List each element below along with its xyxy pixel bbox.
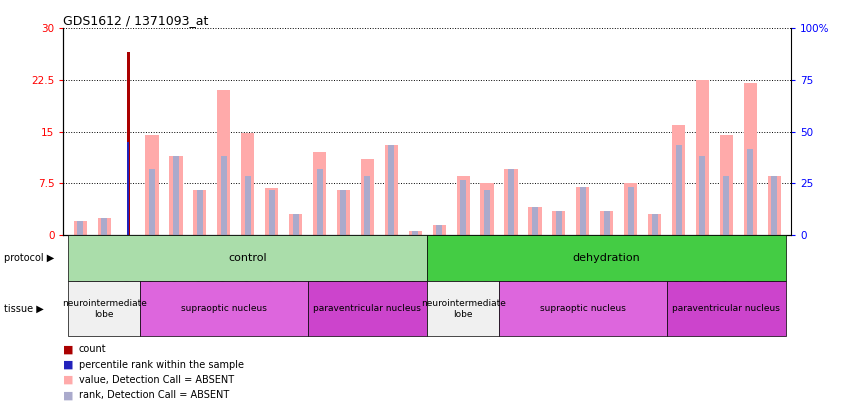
Bar bbox=[747, 149, 753, 235]
Bar bbox=[529, 207, 541, 235]
Bar bbox=[77, 221, 83, 235]
Text: value, Detection Call = ABSENT: value, Detection Call = ABSENT bbox=[79, 375, 233, 385]
Text: control: control bbox=[228, 253, 267, 263]
Bar bbox=[628, 187, 634, 235]
Text: neurointermediate
lobe: neurointermediate lobe bbox=[420, 299, 506, 318]
Bar bbox=[432, 224, 446, 235]
Bar bbox=[552, 211, 565, 235]
Bar bbox=[293, 214, 299, 235]
Bar bbox=[532, 207, 538, 235]
Text: paraventricular nucleus: paraventricular nucleus bbox=[673, 304, 780, 313]
Bar bbox=[460, 180, 466, 235]
Bar bbox=[169, 156, 183, 235]
Text: rank, Detection Call = ABSENT: rank, Detection Call = ABSENT bbox=[79, 390, 229, 401]
Text: GDS1612 / 1371093_at: GDS1612 / 1371093_at bbox=[63, 14, 209, 27]
Bar bbox=[244, 177, 250, 235]
Bar bbox=[651, 214, 657, 235]
Bar bbox=[360, 159, 374, 235]
Bar bbox=[720, 135, 733, 235]
Bar bbox=[672, 125, 685, 235]
Bar bbox=[265, 188, 278, 235]
Bar bbox=[365, 177, 371, 235]
Bar bbox=[504, 169, 518, 235]
Bar bbox=[484, 190, 490, 235]
Bar bbox=[193, 190, 206, 235]
Text: dehydration: dehydration bbox=[573, 253, 640, 263]
Bar bbox=[197, 190, 203, 235]
Bar bbox=[767, 177, 781, 235]
Text: neurointermediate
lobe: neurointermediate lobe bbox=[62, 299, 146, 318]
Bar bbox=[412, 232, 418, 235]
Bar bbox=[508, 169, 514, 235]
Text: ■: ■ bbox=[63, 344, 74, 354]
Bar bbox=[269, 190, 275, 235]
Bar bbox=[772, 177, 777, 235]
Bar bbox=[340, 190, 347, 235]
Bar bbox=[102, 218, 107, 235]
Text: ■: ■ bbox=[63, 360, 74, 370]
Bar bbox=[604, 211, 610, 235]
Bar bbox=[313, 152, 326, 235]
Bar bbox=[437, 224, 442, 235]
Text: percentile rank within the sample: percentile rank within the sample bbox=[79, 360, 244, 370]
Bar bbox=[221, 156, 227, 235]
Bar bbox=[241, 133, 255, 235]
Bar bbox=[676, 145, 682, 235]
Bar bbox=[97, 218, 111, 235]
Bar bbox=[217, 90, 230, 235]
Text: paraventricular nucleus: paraventricular nucleus bbox=[314, 304, 421, 313]
Bar bbox=[316, 169, 322, 235]
Bar bbox=[696, 80, 709, 235]
Bar bbox=[149, 169, 155, 235]
Text: supraoptic nucleus: supraoptic nucleus bbox=[181, 304, 266, 313]
Bar bbox=[409, 232, 422, 235]
Bar bbox=[744, 83, 757, 235]
Bar bbox=[337, 190, 350, 235]
Bar bbox=[723, 177, 729, 235]
Text: supraoptic nucleus: supraoptic nucleus bbox=[540, 304, 626, 313]
Bar bbox=[481, 183, 494, 235]
Bar bbox=[388, 145, 394, 235]
Bar bbox=[127, 53, 129, 235]
Bar bbox=[457, 177, 470, 235]
Text: tissue ▶: tissue ▶ bbox=[4, 304, 44, 314]
Bar bbox=[700, 156, 706, 235]
Bar bbox=[576, 187, 590, 235]
Bar bbox=[173, 156, 179, 235]
Bar bbox=[580, 187, 585, 235]
Text: count: count bbox=[79, 344, 107, 354]
Bar bbox=[600, 211, 613, 235]
Text: protocol ▶: protocol ▶ bbox=[4, 253, 54, 263]
Bar bbox=[624, 183, 637, 235]
Bar bbox=[648, 214, 662, 235]
Text: ■: ■ bbox=[63, 375, 74, 385]
Bar bbox=[385, 145, 398, 235]
Bar bbox=[127, 142, 129, 235]
Text: ■: ■ bbox=[63, 390, 74, 401]
Bar bbox=[74, 221, 87, 235]
Bar bbox=[556, 211, 562, 235]
Bar bbox=[289, 214, 302, 235]
Bar bbox=[146, 135, 158, 235]
